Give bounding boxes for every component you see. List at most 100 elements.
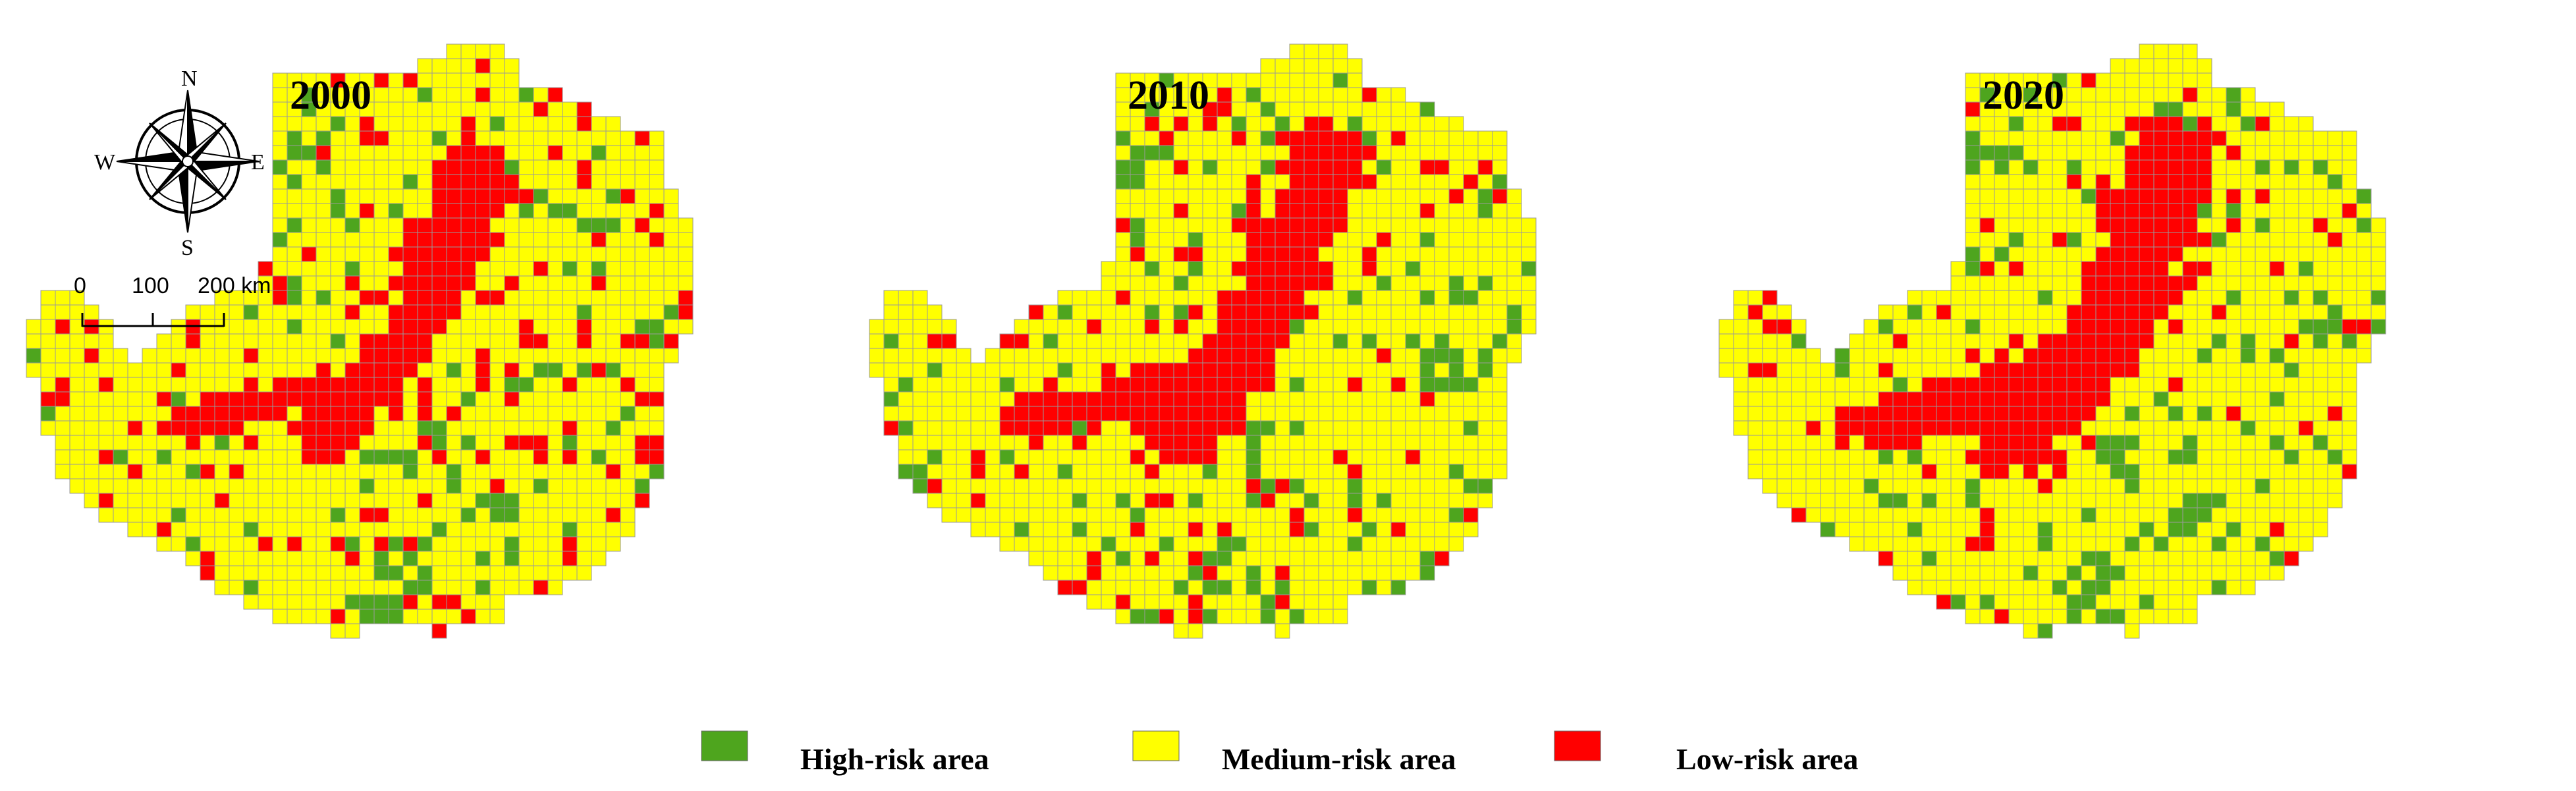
grid-cell-high-risk [1289,609,1305,624]
grid-cell-low-risk [460,609,476,624]
grid-cell-low-risk [2182,159,2198,175]
grid-cell-medium-risk [69,478,85,494]
grid-cell-medium-risk [1028,551,1044,566]
grid-cell-medium-risk [2313,377,2328,393]
grid-cell-low-risk [2052,449,2068,465]
grid-cell-low-risk [2008,362,2024,378]
grid-cell-medium-risk [1347,87,1363,103]
grid-cell-medium-risk [113,420,128,436]
grid-cell-high-risk [2327,319,2343,335]
grid-cell-medium-risk [185,522,201,537]
grid-cell-medium-risk [1188,580,1203,595]
grid-cell-medium-risk [315,565,331,581]
grid-cell-low-risk [1043,391,1058,407]
grid-cell-medium-risk [1303,594,1319,610]
grid-cell-medium-risk [518,159,534,175]
grid-cell-medium-risk [373,174,389,190]
grid-cell-medium-risk [55,333,70,349]
grid-cell-low-risk [970,493,986,508]
grid-cell-medium-risk [2008,159,2024,175]
grid-cell-medium-risk [1492,377,1508,393]
grid-cell-medium-risk [2095,232,2111,248]
grid-cell-low-risk [1936,594,1952,610]
grid-cell-medium-risk [1463,145,1479,161]
risk-map-2020 [1718,43,2386,639]
grid-cell-medium-risk [2298,145,2314,161]
grid-cell-medium-risk [1776,493,1792,508]
grid-cell-medium-risk [1376,391,1392,407]
grid-cell-low-risk [1159,449,1174,465]
grid-cell-medium-risk [1159,464,1174,479]
grid-cell-low-risk [1260,275,1276,291]
grid-cell-medium-risk [576,377,592,393]
grid-cell-medium-risk [1791,464,1807,479]
grid-cell-low-risk [1246,478,1261,494]
grid-cell-medium-risk [330,261,346,277]
grid-cell-medium-risk [1188,159,1203,175]
grid-cell-low-risk [431,275,447,291]
grid-cell-medium-risk [1318,565,1334,581]
grid-cell-high-risk [373,565,389,581]
grid-cell-medium-risk [504,203,520,219]
grid-cell-medium-risk [533,217,549,233]
grid-cell-low-risk [649,435,665,450]
grid-cell-medium-risk [1332,420,1348,436]
grid-cell-high-risk [2197,406,2212,422]
grid-cell-medium-risk [620,464,636,479]
grid-cell-medium-risk [1892,478,1908,494]
grid-cell-medium-risk [460,101,476,117]
grid-cell-medium-risk [533,406,549,422]
grid-cell-high-risk [287,217,302,233]
grid-cell-low-risk [1130,391,1145,407]
grid-cell-medium-risk [2211,406,2227,422]
grid-cell-low-risk [2066,174,2082,190]
grid-cell-high-risk [1303,493,1319,508]
grid-cell-medium-risk [518,174,534,190]
grid-cell-medium-risk [927,377,943,393]
grid-cell-low-risk [359,391,375,407]
grid-cell-high-risk [417,536,433,552]
grid-cell-medium-risk [1907,536,1923,552]
grid-cell-medium-risk [1994,261,2010,277]
grid-cell-low-risk [446,261,462,277]
grid-cell-medium-risk [1965,609,1981,624]
grid-cell-medium-risk [373,319,389,335]
grid-cell-high-risk [2226,522,2241,537]
grid-cell-medium-risk [330,551,346,566]
grid-cell-medium-risk [2211,464,2227,479]
grid-cell-medium-risk [1246,522,1261,537]
grid-cell-medium-risk [2298,522,2314,537]
grid-cell-high-risk [1419,377,1435,393]
grid-cell-low-risk [2066,362,2082,378]
grid-cell-low-risk [475,232,491,248]
grid-cell-medium-risk [2226,319,2241,335]
grid-cell-medium-risk [2313,145,2328,161]
grid-cell-high-risk [2226,87,2241,103]
grid-cell-high-risk [330,203,346,219]
grid-cell-medium-risk [605,449,621,465]
grid-cell-high-risk [171,391,186,407]
grid-cell-medium-risk [287,348,302,364]
grid-cell-high-risk [504,159,520,175]
grid-cell-high-risk [2284,362,2299,378]
grid-cell-medium-risk [2211,87,2227,103]
grid-cell-medium-risk [576,464,592,479]
grid-cell-medium-risk [200,536,215,552]
grid-cell-medium-risk [591,493,607,508]
grid-cell-medium-risk [1217,464,1232,479]
grid-cell-low-risk [2139,246,2154,262]
grid-cell-high-risk [1921,493,1937,508]
grid-cell-medium-risk [1274,145,1290,161]
grid-cell-medium-risk [1805,435,1821,450]
grid-cell-low-risk [1274,203,1290,219]
grid-cell-medium-risk [2197,391,2212,407]
grid-cell-low-risk [431,319,447,335]
grid-cell-medium-risk [941,493,957,508]
grid-cell-medium-risk [1130,493,1145,508]
grid-cell-medium-risk [1202,130,1218,146]
grid-cell-medium-risk [2298,232,2314,248]
grid-cell-medium-risk [1376,304,1392,320]
grid-cell-medium-risk [1390,290,1406,306]
grid-cell-medium-risk [1521,232,1537,248]
grid-cell-medium-risk [591,377,607,393]
